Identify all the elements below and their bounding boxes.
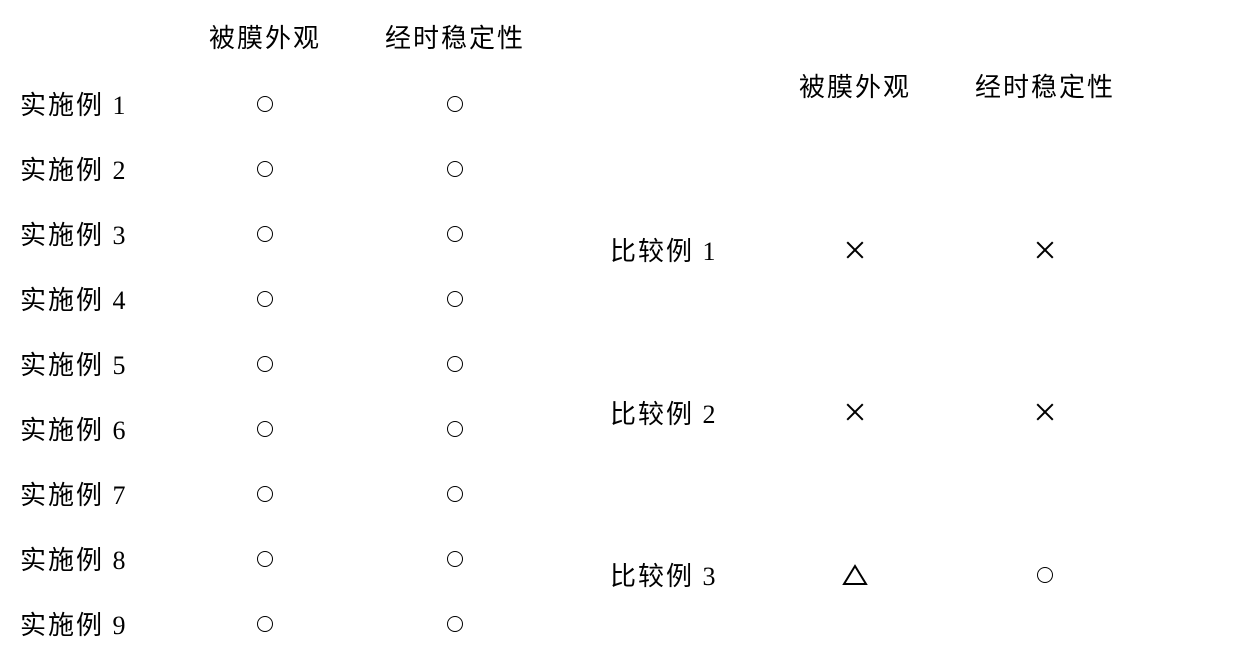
circle-icon: [447, 421, 463, 437]
circle-icon: [447, 96, 463, 112]
circle-icon: [447, 616, 463, 632]
triangle-icon: [842, 564, 868, 586]
cell-symbol: [170, 341, 360, 387]
row-label: 实施例 6: [20, 396, 170, 461]
row-label: 实施例 2: [20, 136, 170, 201]
cell-symbol: [170, 536, 360, 582]
row-label: 实施例 3: [20, 201, 170, 266]
cell-symbol: [950, 552, 1140, 598]
cell-symbol: [170, 471, 360, 517]
cell-symbol: [360, 146, 550, 192]
circle-icon: [257, 486, 273, 502]
cell-symbol: [170, 211, 360, 257]
row-label: 比较例 3: [610, 542, 760, 607]
col-blank: [20, 31, 170, 53]
circle-icon: [257, 291, 273, 307]
cell-symbol: [170, 276, 360, 322]
row-label: 实施例 8: [20, 526, 170, 591]
row-label: 实施例 9: [20, 591, 170, 656]
circle-icon: [447, 551, 463, 567]
cross-icon: [845, 402, 865, 422]
cell-symbol: [360, 276, 550, 322]
circle-icon: [447, 291, 463, 307]
col-blank: [610, 79, 760, 101]
cell-symbol: [360, 601, 550, 647]
page: 被膜外观 经时稳定性 实施例 1 实施例 2 实施例 3 实施例 4 实施例 5…: [0, 0, 1240, 656]
cell-symbol: [760, 226, 950, 274]
cell-symbol: [360, 211, 550, 257]
circle-icon: [257, 616, 273, 632]
circle-icon: [447, 356, 463, 372]
cross-icon: [1035, 240, 1055, 260]
cell-symbol: [170, 146, 360, 192]
row-label: 比较例 2: [610, 380, 760, 445]
cell-symbol: [170, 406, 360, 452]
row-label: 实施例 1: [20, 71, 170, 136]
cell-symbol: [360, 536, 550, 582]
circle-icon: [257, 226, 273, 242]
row-label: 实施例 4: [20, 266, 170, 331]
circle-icon: [257, 161, 273, 177]
circle-icon: [257, 356, 273, 372]
circle-icon: [257, 551, 273, 567]
circle-icon: [257, 96, 273, 112]
cell-symbol: [170, 601, 360, 647]
row-label: 比较例 1: [610, 217, 760, 282]
cell-symbol: [360, 471, 550, 517]
circle-icon: [257, 421, 273, 437]
col-header-stability: 经时稳定性: [950, 61, 1140, 120]
cell-symbol: [760, 388, 950, 436]
circle-icon: [447, 486, 463, 502]
cell-symbol: [170, 81, 360, 127]
cell-symbol: [360, 81, 550, 127]
comparisons-table: 被膜外观 经时稳定性 比较例 1 比较例 2 比较例 3: [610, 12, 1140, 656]
col-header-appearance: 被膜外观: [760, 61, 950, 120]
circle-icon: [1037, 567, 1053, 583]
col-header-stability: 经时稳定性: [360, 12, 550, 71]
circle-icon: [447, 226, 463, 242]
cell-symbol: [950, 388, 1140, 436]
cell-symbol: [360, 406, 550, 452]
row-label: 实施例 7: [20, 461, 170, 526]
examples-table: 被膜外观 经时稳定性 实施例 1 实施例 2 实施例 3 实施例 4 实施例 5…: [20, 12, 550, 656]
cell-symbol: [760, 550, 950, 600]
cell-symbol: [950, 226, 1140, 274]
circle-icon: [447, 161, 463, 177]
cell-symbol: [360, 341, 550, 387]
cross-icon: [1035, 402, 1055, 422]
cross-icon: [845, 240, 865, 260]
col-header-appearance: 被膜外观: [170, 12, 360, 71]
row-label: 实施例 5: [20, 331, 170, 396]
